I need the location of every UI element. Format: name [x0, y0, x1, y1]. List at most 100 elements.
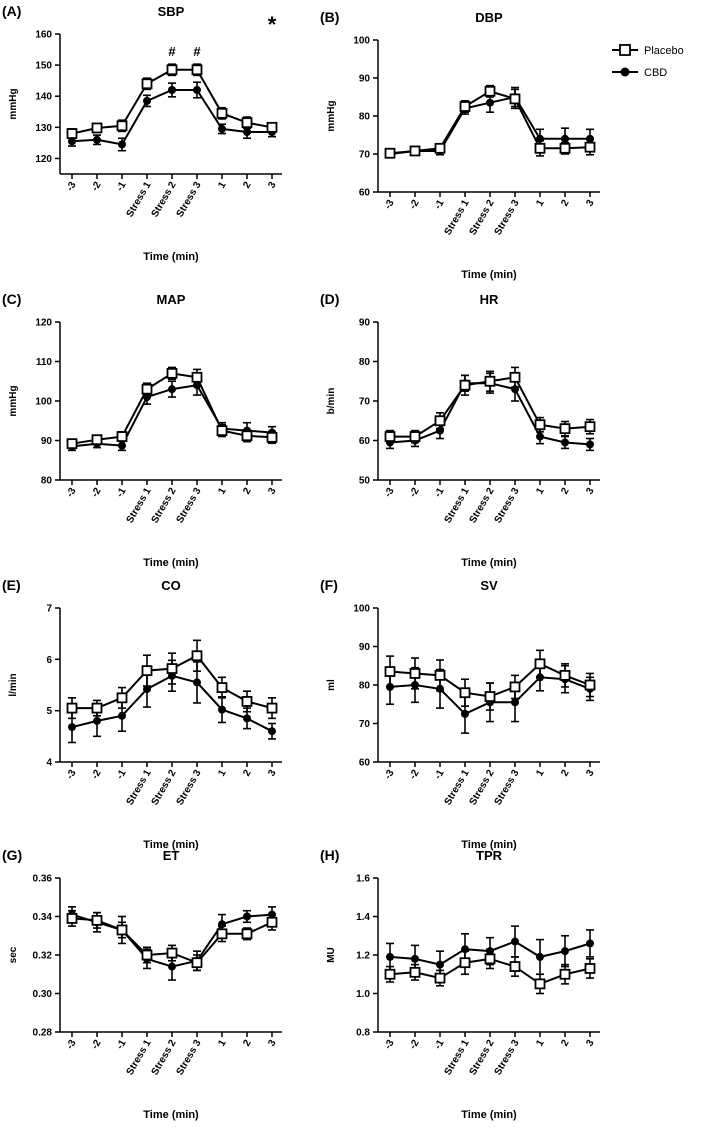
data-point-cbd	[561, 438, 569, 447]
y-tick-label: 140	[35, 92, 52, 103]
panel-title-tpr: TPR	[476, 848, 503, 863]
data-point-placebo	[141, 949, 153, 961]
x-axis-label-dbp: Time (min)	[461, 269, 517, 281]
data-point-placebo	[116, 692, 128, 704]
series-placebo-et	[66, 909, 278, 972]
data-point-placebo	[266, 121, 278, 133]
x-tick-label: 3	[584, 486, 597, 497]
y-tick-label: 100	[35, 397, 52, 408]
series-placebo-dbp	[384, 84, 596, 159]
data-point-placebo	[141, 383, 153, 395]
x-axis-label-et: Time (min)	[143, 1109, 199, 1121]
x-tick-label: -1	[115, 180, 129, 194]
data-point-placebo	[434, 415, 446, 427]
y-tick-label: 90	[359, 318, 371, 329]
panel-title-map: MAP	[157, 292, 186, 307]
y-tick-label: 1.6	[356, 874, 370, 885]
y-tick-label: 70	[359, 719, 371, 730]
x-tick-label: -3	[65, 1038, 79, 1052]
data-point-placebo	[66, 702, 78, 714]
data-point-placebo	[384, 431, 396, 442]
y-tick-label: 120	[35, 318, 52, 329]
panel-letter-dbp: (B)	[320, 9, 339, 25]
data-point-placebo	[559, 968, 571, 980]
y-axis-label-sv: ml	[326, 679, 337, 691]
y-axis-label-et: sec	[8, 946, 19, 963]
x-tick-label: -3	[65, 486, 79, 500]
data-point-placebo	[216, 682, 228, 693]
data-point-placebo	[509, 961, 521, 972]
data-point-cbd	[486, 98, 494, 107]
data-point-cbd	[411, 954, 419, 963]
series-line-cbd	[71, 89, 272, 146]
data-point-placebo	[241, 430, 253, 442]
panel-letter-sv: (F)	[320, 577, 338, 593]
data-point-placebo	[66, 128, 78, 139]
legend-placebo-marker	[619, 44, 631, 56]
y-tick-label: 1.4	[356, 912, 370, 923]
y-tick-label: 80	[359, 357, 371, 368]
series-placebo-hr	[384, 366, 596, 444]
data-point-placebo	[166, 663, 178, 674]
data-point-placebo	[459, 379, 471, 391]
x-tick-label: -2	[408, 198, 422, 212]
x-tick-label: 1	[216, 1038, 229, 1049]
data-point-cbd	[68, 137, 76, 146]
series-placebo-co	[66, 639, 278, 720]
data-point-placebo	[384, 147, 396, 159]
x-axis-label-sbp: Time (min)	[143, 251, 199, 263]
x-tick-label: 3	[266, 486, 279, 497]
data-point-placebo	[509, 93, 521, 105]
y-axis-label-map: mmHg	[8, 385, 19, 416]
x-tick-label: 1	[534, 486, 547, 497]
data-point-placebo	[91, 122, 103, 134]
data-point-cbd	[511, 937, 519, 946]
data-point-placebo	[116, 431, 128, 442]
legend-placebo-label: Placebo	[644, 45, 684, 57]
data-point-placebo	[409, 431, 421, 442]
x-axis-label-tpr: Time (min)	[461, 1109, 517, 1121]
x-tick-label: 1	[534, 768, 547, 779]
x-axis-label-co: Time (min)	[143, 839, 199, 851]
legend: Placebo CBD	[612, 44, 684, 79]
data-point-placebo	[384, 666, 396, 677]
legend-cbd-label: CBD	[644, 67, 667, 79]
y-tick-label: 80	[359, 112, 371, 123]
x-tick-label: 2	[241, 180, 254, 191]
y-tick-label: 4	[46, 758, 52, 769]
x-tick-label: 3	[266, 1038, 279, 1049]
panel-et: (G) ET 0.28 0.30 0.32 0.34 0.36 sec -3 -2 -1 Stress…	[2, 847, 282, 1121]
data-point-placebo	[434, 142, 446, 154]
data-point-placebo	[91, 434, 103, 446]
significance-marker: #	[193, 44, 201, 59]
x-tick-label: -2	[408, 486, 422, 500]
panel-title-sv: SV	[480, 578, 498, 593]
y-tick-label: 0.34	[33, 912, 53, 923]
data-point-placebo	[509, 371, 521, 383]
x-tick-label: -2	[408, 768, 422, 782]
x-tick-label: 2	[559, 198, 572, 209]
data-point-cbd	[93, 135, 101, 144]
data-point-cbd	[243, 912, 251, 921]
x-tick-label: -2	[90, 768, 104, 782]
data-point-placebo	[141, 665, 153, 677]
data-point-placebo	[266, 916, 278, 928]
x-tick-label: -1	[433, 198, 447, 212]
x-tick-label: Stress 3	[493, 486, 522, 526]
x-tick-label: -1	[433, 1038, 447, 1052]
x-tick-label: Stress 3	[175, 180, 204, 220]
data-point-placebo	[141, 78, 153, 90]
y-tick-label: 1.0	[356, 989, 370, 1000]
y-tick-label: 150	[35, 61, 52, 72]
y-tick-label: 130	[35, 123, 52, 134]
y-tick-label: 0.8	[356, 1028, 370, 1039]
panel-letter-tpr: (H)	[320, 847, 339, 863]
data-point-placebo	[191, 957, 203, 969]
y-axis-label-co: l/min	[8, 673, 19, 696]
y-tick-label: 160	[35, 30, 52, 41]
data-point-placebo	[91, 702, 103, 714]
panel-letter-et: (G)	[2, 847, 22, 863]
x-tick-label: 2	[241, 1038, 254, 1049]
y-tick-label: 7	[46, 604, 52, 615]
data-point-cbd	[118, 140, 126, 149]
